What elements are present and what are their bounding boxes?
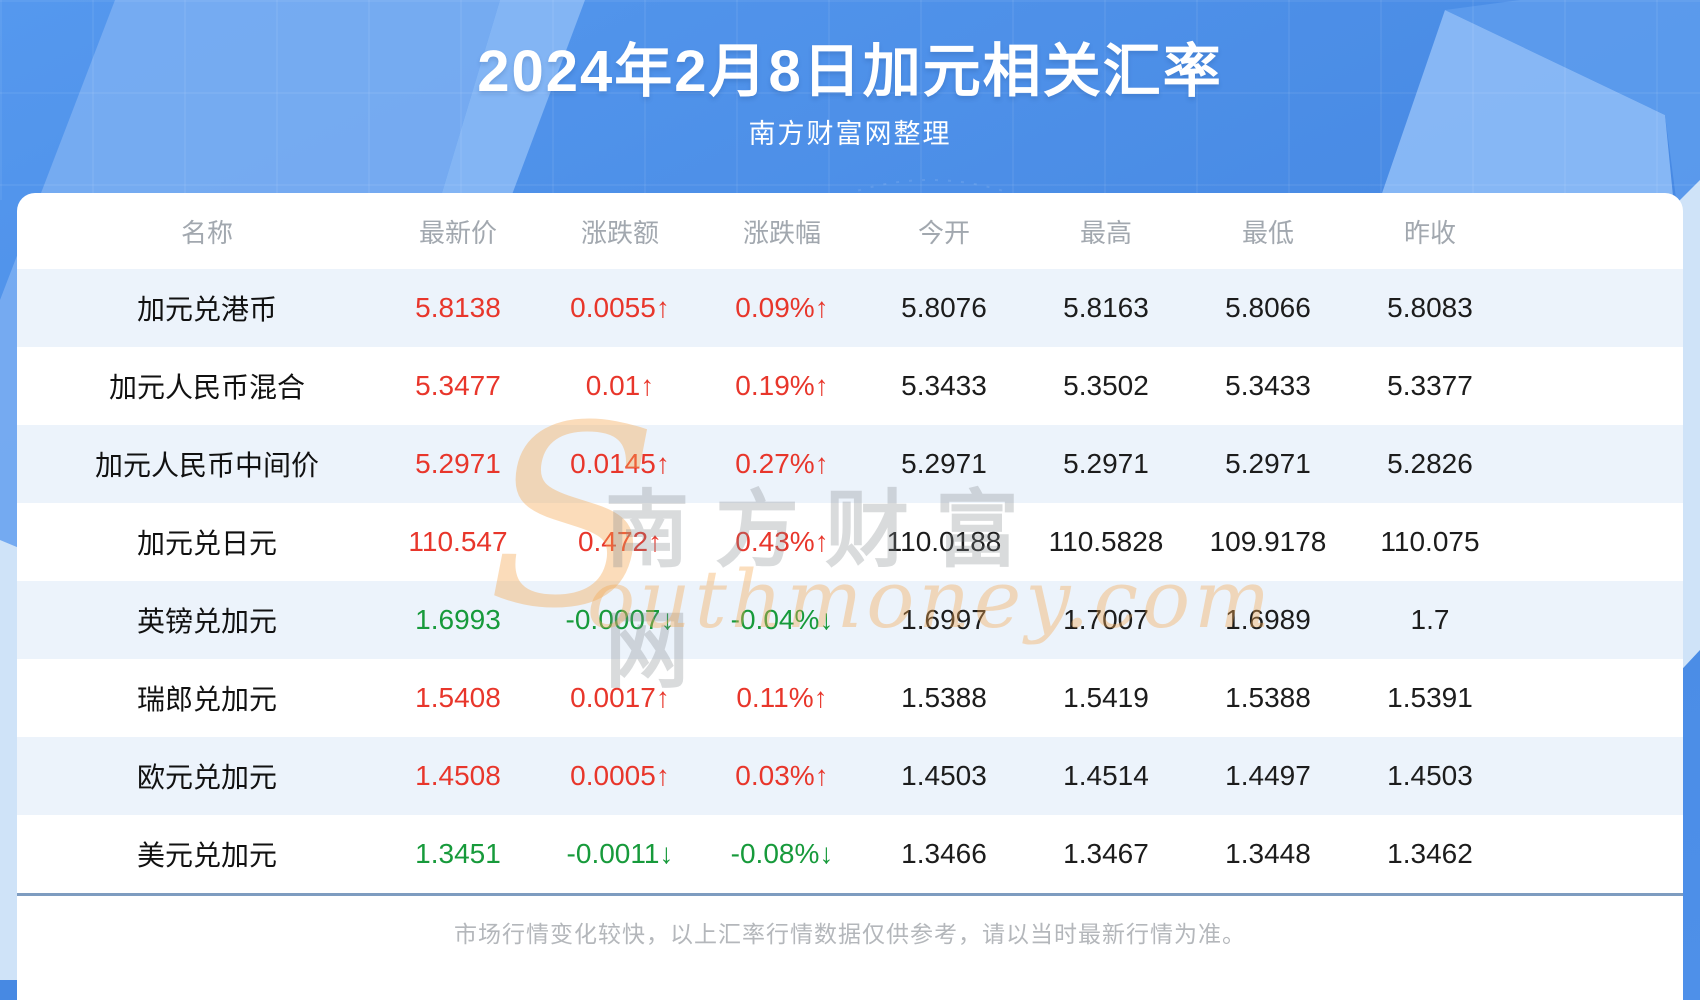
table-header-row: 名称 最新价 涨跌额 涨跌幅 今开 最高 最低 昨收 [17, 193, 1683, 269]
column-header-name: 名称 [180, 217, 233, 248]
cell-change: 0.472↑ [577, 526, 663, 557]
cell-change-pct: 0.19%↑ [735, 370, 829, 401]
cell-change-pct: 0.09%↑ [735, 292, 829, 323]
cell-low: 5.8066 [1225, 292, 1311, 323]
cell-change-pct: 0.03%↑ [735, 760, 829, 791]
cell-change-pct: -0.04%↓ [730, 604, 834, 635]
cell-latest: 1.6993 [415, 604, 501, 635]
rates-table-card: 名称 最新价 涨跌额 涨跌幅 今开 最高 最低 昨收 加元兑港币 5.8138 … [17, 193, 1683, 1000]
cell-name: 欧元兑加元 [136, 762, 277, 793]
column-header-change: 涨跌额 [580, 217, 659, 248]
table-row: 欧元兑加元 1.4508 0.0005↑ 0.03%↑ 1.4503 1.451… [17, 737, 1683, 815]
cell-low: 5.3433 [1225, 370, 1311, 401]
cell-latest: 1.5408 [415, 682, 501, 713]
cell-prev-close: 110.075 [1380, 526, 1480, 557]
cell-change-pct: 0.11%↑ [736, 682, 828, 713]
cell-latest: 5.3477 [415, 370, 501, 401]
table-row: 瑞郎兑加元 1.5408 0.0017↑ 0.11%↑ 1.5388 1.541… [17, 659, 1683, 737]
cell-low: 1.6989 [1225, 604, 1311, 635]
page-subtitle: 南方财富网整理 [748, 119, 952, 149]
cell-high: 1.5419 [1063, 682, 1149, 713]
cell-latest: 5.8138 [415, 292, 501, 323]
cell-change: 0.01↑ [585, 370, 655, 401]
cell-prev-close: 5.3377 [1387, 370, 1473, 401]
cell-high: 5.3502 [1063, 370, 1149, 401]
table-row: 加元人民币混合 5.3477 0.01↑ 0.19%↑ 5.3433 5.350… [17, 347, 1683, 425]
cell-high: 1.3467 [1063, 838, 1149, 869]
cell-open: 1.5388 [901, 682, 987, 713]
cell-name: 加元人民币混合 [108, 372, 305, 403]
column-header-latest: 最新价 [418, 217, 497, 248]
cell-change: 0.0005↑ [570, 760, 670, 791]
cell-name: 英镑兑加元 [136, 606, 277, 637]
cell-high: 110.5828 [1048, 526, 1164, 557]
cell-latest: 110.547 [408, 526, 508, 557]
cell-open: 1.6997 [901, 604, 987, 635]
table-row: 加元兑港币 5.8138 0.0055↑ 0.09%↑ 5.8076 5.816… [17, 269, 1683, 347]
table-row: 美元兑加元 1.3451 -0.0011↓ -0.08%↓ 1.3466 1.3… [17, 815, 1683, 893]
cell-open: 5.2971 [901, 448, 987, 479]
cell-change: -0.0007↓ [565, 604, 675, 635]
cell-prev-close: 1.4503 [1387, 760, 1473, 791]
footer-disclaimer: 市场行情变化较快，以上汇率行情数据仅供参考，请以当时最新行情为准。 [454, 921, 1246, 947]
column-header-low: 最低 [1241, 217, 1294, 248]
cell-open: 1.3466 [901, 838, 987, 869]
cell-name: 加元兑日元 [136, 528, 277, 559]
cell-prev-close: 1.5391 [1387, 682, 1473, 713]
cell-name: 美元兑加元 [136, 840, 277, 871]
table-row: 英镑兑加元 1.6993 -0.0007↓ -0.04%↓ 1.6997 1.7… [17, 581, 1683, 659]
cell-open: 1.4503 [901, 760, 987, 791]
cell-change: 0.0017↑ [570, 682, 670, 713]
column-header-prev-close: 昨收 [1403, 217, 1456, 248]
cell-change: 0.0055↑ [570, 292, 670, 323]
cell-name: 瑞郎兑加元 [136, 684, 277, 715]
cell-prev-close: 5.8083 [1387, 292, 1473, 323]
cell-latest: 1.4508 [415, 760, 501, 791]
cell-latest: 1.3451 [415, 838, 501, 869]
cell-open: 5.8076 [901, 292, 987, 323]
column-header-change-pct: 涨跌幅 [742, 217, 821, 248]
cell-high: 5.8163 [1063, 292, 1149, 323]
cell-prev-close: 1.3462 [1387, 838, 1473, 869]
cell-low: 5.2971 [1225, 448, 1311, 479]
column-header-high: 最高 [1079, 217, 1132, 248]
table-body: 加元兑港币 5.8138 0.0055↑ 0.09%↑ 5.8076 5.816… [17, 269, 1683, 893]
cell-low: 109.9178 [1209, 526, 1327, 557]
cell-low: 1.3448 [1225, 838, 1311, 869]
cell-name: 加元兑港币 [136, 294, 277, 325]
cell-high: 5.2971 [1063, 448, 1149, 479]
grid-pattern-overlay [0, 0, 1700, 200]
table-row: 加元人民币中间价 5.2971 0.0145↑ 0.27%↑ 5.2971 5.… [17, 425, 1683, 503]
cell-change: -0.0011↓ [566, 838, 674, 869]
page-title: 2024年2月8日加元相关汇率 [477, 39, 1223, 104]
cell-change-pct: -0.08%↓ [730, 838, 834, 869]
table-row: 加元兑日元 110.547 0.472↑ 0.43%↑ 110.0188 110… [17, 503, 1683, 581]
cell-open: 110.0188 [886, 526, 1002, 557]
cell-high: 1.7007 [1063, 604, 1149, 635]
column-header-open: 今开 [917, 217, 970, 248]
footer-divider-line [17, 893, 1683, 896]
cell-low: 1.5388 [1225, 682, 1311, 713]
cell-open: 5.3433 [901, 370, 987, 401]
cell-latest: 5.2971 [415, 448, 501, 479]
right-prism-edge [1445, 0, 1700, 380]
cell-change: 0.0145↑ [570, 448, 670, 479]
cell-high: 1.4514 [1063, 760, 1149, 791]
cell-prev-close: 1.7 [1410, 604, 1450, 635]
cell-low: 1.4497 [1225, 760, 1311, 791]
cell-change-pct: 0.43%↑ [735, 526, 829, 557]
cell-name: 加元人民币中间价 [94, 450, 319, 481]
cell-change-pct: 0.27%↑ [735, 448, 829, 479]
cell-prev-close: 5.2826 [1387, 448, 1473, 479]
